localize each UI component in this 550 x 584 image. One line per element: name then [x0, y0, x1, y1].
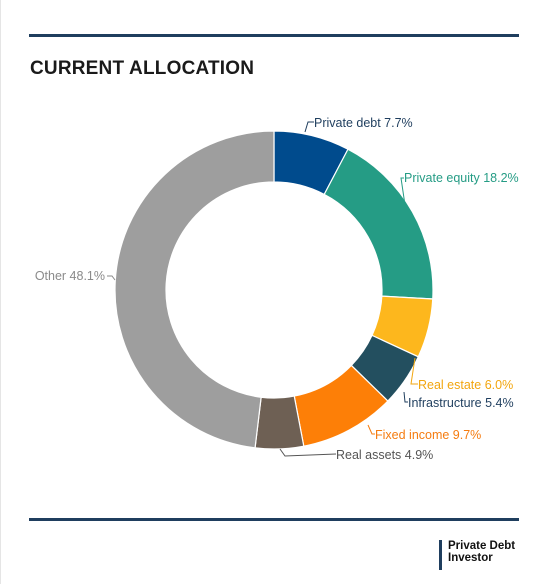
leader-line-real-estate — [410, 357, 418, 385]
leader-line-private-debt — [304, 121, 314, 133]
data-label-infrastructure: Infrastructure 5.4% — [408, 396, 514, 410]
data-label-real-assets: Real assets 4.9% — [336, 448, 433, 462]
top-rule — [29, 34, 519, 37]
leader-line-fixed-income — [367, 424, 375, 435]
data-label-private-equity: Private equity 18.2% — [404, 171, 519, 185]
leader-line-private-equity — [400, 177, 406, 206]
leader-line-infrastructure — [403, 391, 408, 403]
data-label-other: Other 48.1% — [35, 269, 105, 283]
publisher-logo: Private Debt Investor — [439, 540, 515, 570]
data-label-private-debt: Private debt 7.7% — [314, 116, 413, 130]
chart-title: CURRENT ALLOCATION — [30, 58, 255, 79]
data-label-fixed-income: Fixed income 9.7% — [375, 428, 481, 442]
leader-line-other — [107, 275, 116, 281]
logo-line-2: Investor — [448, 552, 493, 564]
slice-other — [114, 130, 275, 449]
data-label-real-estate: Real estate 6.0% — [418, 378, 513, 392]
logo-line-1: Private Debt — [448, 540, 516, 552]
frame-edge — [0, 0, 1, 584]
bottom-rule — [29, 518, 519, 521]
leader-line-real-assets — [279, 448, 337, 457]
